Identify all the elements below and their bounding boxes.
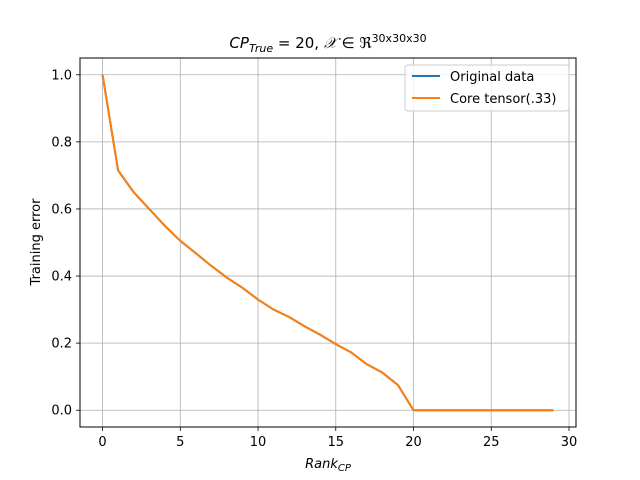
y-tick-label: 0.8 — [51, 135, 72, 150]
x-tick-label: 10 — [250, 435, 267, 450]
y-axis-label: Training error — [29, 198, 44, 287]
x-tick-label: 5 — [176, 435, 184, 450]
x-tick-label: 25 — [483, 435, 500, 450]
series-line-original-data — [101, 74, 554, 412]
y-tick-label: 0.0 — [51, 404, 72, 419]
legend-box — [404, 64, 570, 112]
y-tick-label: 0.4 — [51, 270, 72, 285]
y-tick-label: 0.6 — [51, 202, 72, 217]
series-line-core-tensor-33 — [101, 74, 554, 412]
y-tick-label: 1.0 — [51, 68, 72, 83]
x-tick-label: 0 — [98, 435, 106, 450]
legend-label-core-tensor: Core tensor(.33) — [450, 92, 556, 107]
x-tick-label: 30 — [561, 435, 578, 450]
x-tick-label: 20 — [405, 435, 422, 450]
y-tick-label: 0.2 — [51, 337, 72, 352]
plot-frame — [79, 57, 577, 428]
chart-title: CPTrue = 20, 𝒳 ∈ ℜ30x30x30 — [229, 32, 426, 55]
series-lines — [101, 74, 554, 412]
axis-ticks: 0 5 10 15 20 25 30 0.0 0.2 0.4 0.6 0.8 1.0 — [51, 68, 577, 450]
legend-label-original-data: Original data — [450, 70, 534, 85]
x-tick-label: 15 — [328, 435, 345, 450]
grid — [80, 58, 576, 427]
legend: Original data Core tensor(.33) — [404, 64, 570, 112]
x-axis-label: RankCP — [305, 457, 352, 474]
